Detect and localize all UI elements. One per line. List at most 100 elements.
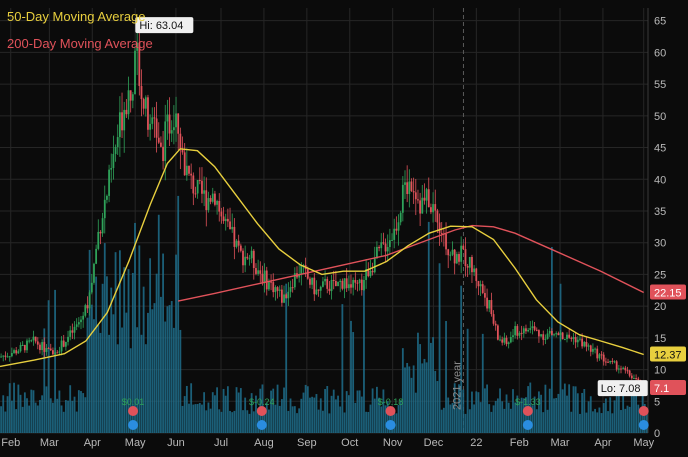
- candle-body: [622, 367, 625, 369]
- candle-body: [259, 270, 262, 274]
- volume-bar: [134, 222, 136, 433]
- volume-bar: [373, 398, 376, 433]
- volume-bar: [589, 396, 592, 433]
- volume-bar: [544, 384, 547, 433]
- y-tick-label: 35: [654, 206, 666, 218]
- dividend-marker: [256, 406, 267, 416]
- candle-body: [451, 249, 454, 255]
- price-label-box: [650, 379, 686, 395]
- volume-bar: [466, 328, 469, 433]
- volume-bar: [492, 405, 495, 433]
- candle-body: [293, 273, 296, 288]
- volume-bar: [10, 400, 13, 433]
- volume-bar: [60, 405, 63, 433]
- candle-body: [233, 226, 236, 247]
- y-tick-label: 20: [654, 301, 666, 313]
- candle-body: [583, 341, 586, 347]
- volume-bar: [4, 411, 7, 433]
- x-tick-label: Mar: [40, 437, 59, 449]
- price-candles: [0, 26, 648, 392]
- candle-body: [412, 191, 415, 193]
- volume-bar: [451, 402, 454, 433]
- y-tick-label: 40: [654, 174, 666, 186]
- price-label-box: [650, 346, 686, 362]
- y-tick-label: 25: [654, 269, 666, 281]
- candle-body: [93, 263, 95, 283]
- volume-bar: [283, 387, 285, 433]
- volume-bar: [473, 404, 476, 433]
- volume-bar: [246, 410, 249, 433]
- x-tick-label: 22: [470, 437, 482, 449]
- volume-bar: [604, 398, 607, 433]
- volume-bar: [155, 273, 158, 433]
- volume-bar: [358, 390, 361, 433]
- volume-bar: [164, 321, 167, 433]
- volume-bar: [546, 409, 549, 433]
- volume-bar: [302, 392, 305, 433]
- volume-bar: [252, 411, 255, 433]
- candle-body: [477, 281, 480, 287]
- volume-bar: [75, 411, 78, 433]
- candle-body: [548, 330, 551, 334]
- candle-body: [71, 330, 74, 333]
- volume-bar: [114, 252, 117, 433]
- volume-bar: [382, 389, 385, 433]
- candle-body: [265, 270, 268, 290]
- candle-body: [268, 281, 270, 290]
- volume-bar: [334, 399, 337, 433]
- volume-bar: [408, 366, 411, 433]
- volume-bar: [345, 391, 348, 433]
- candle-body: [598, 354, 601, 359]
- candle-body: [550, 330, 553, 336]
- candle-body: [168, 114, 171, 134]
- candle-body: [207, 198, 210, 211]
- candle-body: [617, 368, 620, 370]
- volume-bar: [561, 389, 564, 433]
- volume-bar: [559, 283, 562, 433]
- candle-body: [276, 287, 279, 291]
- earnings-value: $0.01: [122, 397, 145, 407]
- volume-bar: [369, 404, 372, 433]
- volume-bar: [239, 388, 242, 433]
- volume-bar: [64, 400, 67, 433]
- candle-body: [637, 378, 640, 380]
- volume-bar: [177, 195, 180, 433]
- x-tick-label: Feb: [510, 437, 529, 449]
- candle-body: [82, 315, 85, 320]
- candle-body: [440, 232, 443, 234]
- volume-bar: [594, 408, 596, 433]
- candle-body: [34, 336, 37, 342]
- volume-bar: [108, 334, 110, 433]
- candle-body: [183, 152, 186, 176]
- volume-bar: [84, 397, 87, 433]
- earnings-marker: [638, 420, 649, 430]
- volume-bar: [447, 397, 450, 433]
- price-label-text: 7.1: [654, 383, 669, 395]
- candle-body: [151, 117, 154, 124]
- candle-body: [272, 282, 275, 293]
- candle-body: [175, 113, 177, 128]
- volume-bar: [278, 405, 281, 433]
- volume-bar: [341, 304, 344, 433]
- candle-body: [278, 289, 281, 291]
- candle-body: [363, 279, 365, 291]
- candle-body: [17, 351, 20, 354]
- low-label-text: Lo: 7.08: [601, 383, 641, 395]
- volume-bar: [306, 386, 309, 433]
- candle-body: [371, 270, 374, 273]
- volume-bar: [579, 413, 581, 433]
- volume-bar: [581, 392, 584, 433]
- candle-body: [360, 279, 363, 291]
- candle-body: [427, 189, 430, 208]
- candle-body: [581, 338, 584, 347]
- candle-body: [384, 243, 387, 252]
- volume-bar: [643, 403, 646, 433]
- candle-body: [64, 341, 67, 347]
- y-tick-label: 65: [654, 16, 666, 28]
- candle-body: [609, 360, 612, 363]
- candle-body: [153, 117, 156, 119]
- candle-body: [568, 334, 571, 338]
- volume-bar: [501, 401, 504, 433]
- candle-body: [572, 337, 575, 339]
- volume-bar: [118, 250, 121, 433]
